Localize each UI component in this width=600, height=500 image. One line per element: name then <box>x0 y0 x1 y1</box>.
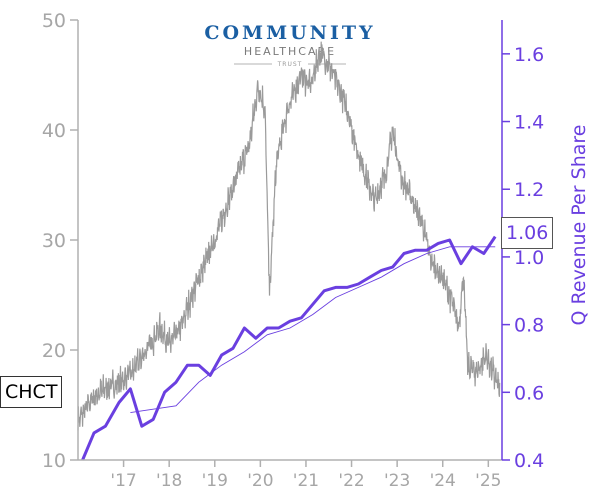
x-tick-label: '24 <box>430 471 456 491</box>
left-tick-label: 40 <box>42 120 66 142</box>
revenue-quarterly-line <box>81 235 497 461</box>
community-healthcare-trust-logo: COMMUNITY HEALTHCARE TRUST <box>204 22 375 68</box>
revenue-ttm-line <box>130 246 496 414</box>
right-tick-label: 0.6 <box>514 382 544 404</box>
ticker-label: CHCT <box>0 376 63 408</box>
last-revenue-value: 1.06 <box>501 217 554 249</box>
right-tick-label: 0.4 <box>514 450 544 472</box>
logo-line-2: HEALTHCARE <box>244 45 336 58</box>
x-tick-label: '25 <box>475 471 501 491</box>
logo-line-3: TRUST <box>277 61 303 68</box>
right-axis-title: Q Revenue Per Share <box>568 125 590 326</box>
logo-line-1: COMMUNITY <box>204 22 375 44</box>
left-tick-label: 30 <box>42 230 66 252</box>
price-line <box>77 41 501 431</box>
x-tick-label: '17 <box>110 471 136 491</box>
x-tick-label: '22 <box>338 471 364 491</box>
left-tick-label: 50 <box>42 10 66 32</box>
left-tick-label: 10 <box>42 450 66 472</box>
right-tick-label: 1.2 <box>514 179 544 201</box>
right-tick-label: 1.0 <box>514 247 544 269</box>
x-tick-label: '18 <box>156 471 182 491</box>
right-tick-label: 1.6 <box>514 44 544 66</box>
price-layer <box>77 41 501 431</box>
x-tick-label: '21 <box>293 471 319 491</box>
x-tick-label: '23 <box>384 471 410 491</box>
right-tick-label: 0.8 <box>514 315 544 337</box>
axes-layer: 10 20 30 40 50 0.4 0.6 0.8 1.0 1.2 1.4 1.6 '17 '18 '19… <box>42 10 590 491</box>
x-tick-label: '20 <box>247 471 273 491</box>
x-tick-label: '19 <box>202 471 228 491</box>
revenue-layer <box>81 235 497 461</box>
right-tick-label: 1.4 <box>514 112 544 134</box>
left-tick-label: 20 <box>42 340 66 362</box>
